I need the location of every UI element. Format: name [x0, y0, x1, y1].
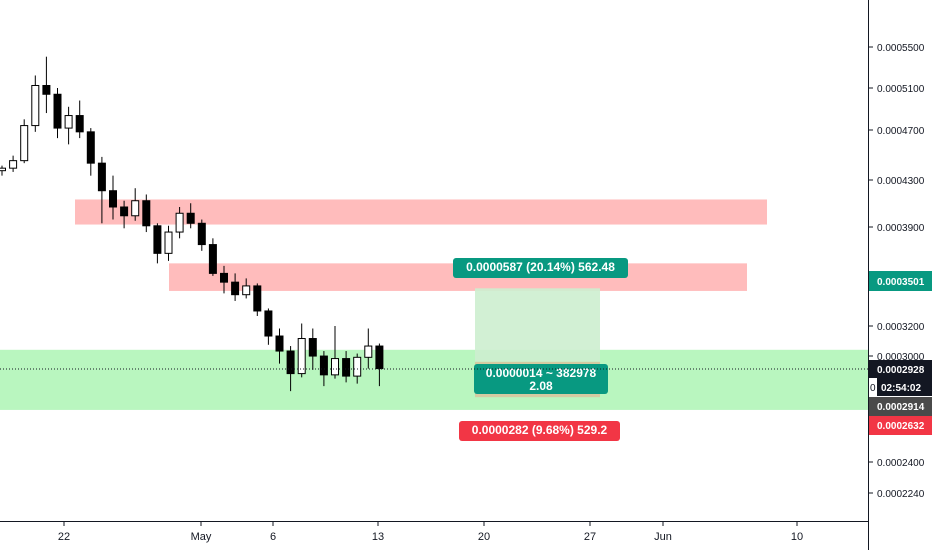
center-label-text: 2.08: [529, 379, 553, 393]
profit-label-text: 0.0000587 (20.14%) 562.48: [466, 260, 615, 274]
x-tick-label: Jun: [654, 531, 672, 543]
candle-body: [164, 231, 173, 254]
x-axis[interactable]: 22 May 6 13 20 27 Jun 10: [58, 522, 803, 543]
candle-body: [353, 356, 362, 377]
candle-body: [153, 225, 162, 254]
candle-body: [375, 345, 384, 370]
candle-body: [142, 200, 151, 227]
candle-body: [197, 222, 206, 246]
center-label-box: [474, 364, 608, 394]
profit-area[interactable]: [475, 288, 600, 362]
candle-body: [286, 350, 295, 375]
y-tick-label: 0.0003900: [877, 223, 925, 234]
last-price-tag: [869, 360, 932, 378]
candle-body: [186, 212, 195, 224]
candle-body: [97, 162, 106, 192]
candle-body: [131, 200, 140, 217]
candles-layer: [0, 56, 384, 392]
x-tick-label: May: [191, 531, 212, 543]
candle-body: [0, 167, 6, 172]
y-axis[interactable]: 0.0005500 0.0005100 0.0004700 0.0004300 …: [869, 43, 925, 500]
x-tick-label: 10: [791, 531, 803, 543]
candle-body: [31, 84, 40, 127]
last-price-tag-label: 0.0002928: [877, 365, 925, 376]
entry-price-tag-label: 0.0002914: [877, 402, 925, 413]
candle-body: [331, 358, 339, 376]
loss-label-text: 0.0000282 (9.68%) 529.2: [472, 423, 608, 437]
entry-price-tag: [869, 397, 932, 416]
x-tick-label: 20: [478, 531, 490, 543]
target-price-tag: [869, 271, 932, 291]
candle-body: [75, 115, 84, 133]
stop-price-tag-label: 0.0002632: [877, 421, 925, 432]
center-label-text: 0.0000014 ~ 382978: [486, 366, 597, 380]
candle-body: [319, 355, 328, 376]
plot-area[interactable]: [0, 0, 868, 521]
candle-body: [264, 310, 273, 337]
candle-body: [120, 206, 129, 217]
candle-body: [20, 125, 29, 162]
y-tick-label: 0.0003200: [877, 322, 925, 333]
candle-body: [275, 335, 284, 352]
candle-body: [297, 338, 306, 375]
y-tick-label: 0.0004300: [877, 176, 925, 187]
y-tick-label: 0.0004700: [877, 126, 925, 137]
target-price-tag-label: 0.0003501: [877, 277, 925, 288]
hidden-tick-fragment: 0: [870, 383, 876, 394]
candle-body: [53, 93, 62, 129]
candle-body: [231, 281, 240, 296]
candle-body: [364, 345, 373, 358]
candle-body: [42, 84, 51, 95]
y-tick-label: 0.0005100: [877, 84, 925, 95]
loss-label-box: [459, 421, 620, 441]
candle-body: [9, 160, 18, 169]
candle-body: [208, 244, 217, 274]
support-zone[interactable]: [0, 349, 868, 410]
y-tick-label: 0.0003000: [877, 352, 925, 363]
countdown-tag-label: 02:54:02: [881, 383, 921, 394]
candle-body: [175, 212, 184, 233]
x-tick-label: 22: [58, 531, 70, 543]
candle-body: [242, 285, 251, 296]
x-tick-label: 13: [372, 531, 384, 543]
candle-body: [253, 285, 262, 312]
candle-body: [109, 190, 117, 208]
stop-price-tag: [869, 416, 932, 435]
long-position-tool[interactable]: 0.0000587 (20.14%) 562.48 0.0000014 ~ 382…: [453, 258, 628, 441]
candle-body: [308, 338, 317, 357]
price-tags: 0.0003501 0.0002928 0 02:54:02 0.0002914…: [869, 271, 932, 435]
x-tick-label: 27: [584, 531, 596, 543]
y-tick-label: 0.0005500: [877, 43, 925, 54]
candle-body: [64, 115, 73, 129]
countdown-tag: [877, 378, 932, 396]
y-tick-label: 0.0002240: [877, 489, 925, 500]
y-tick-label: 0.0002400: [877, 458, 925, 469]
profit-label-box: [453, 258, 628, 278]
x-tick-label: 6: [270, 531, 276, 543]
candle-body: [86, 131, 95, 164]
candle-body: [342, 358, 351, 377]
candle-body: [220, 272, 228, 283]
